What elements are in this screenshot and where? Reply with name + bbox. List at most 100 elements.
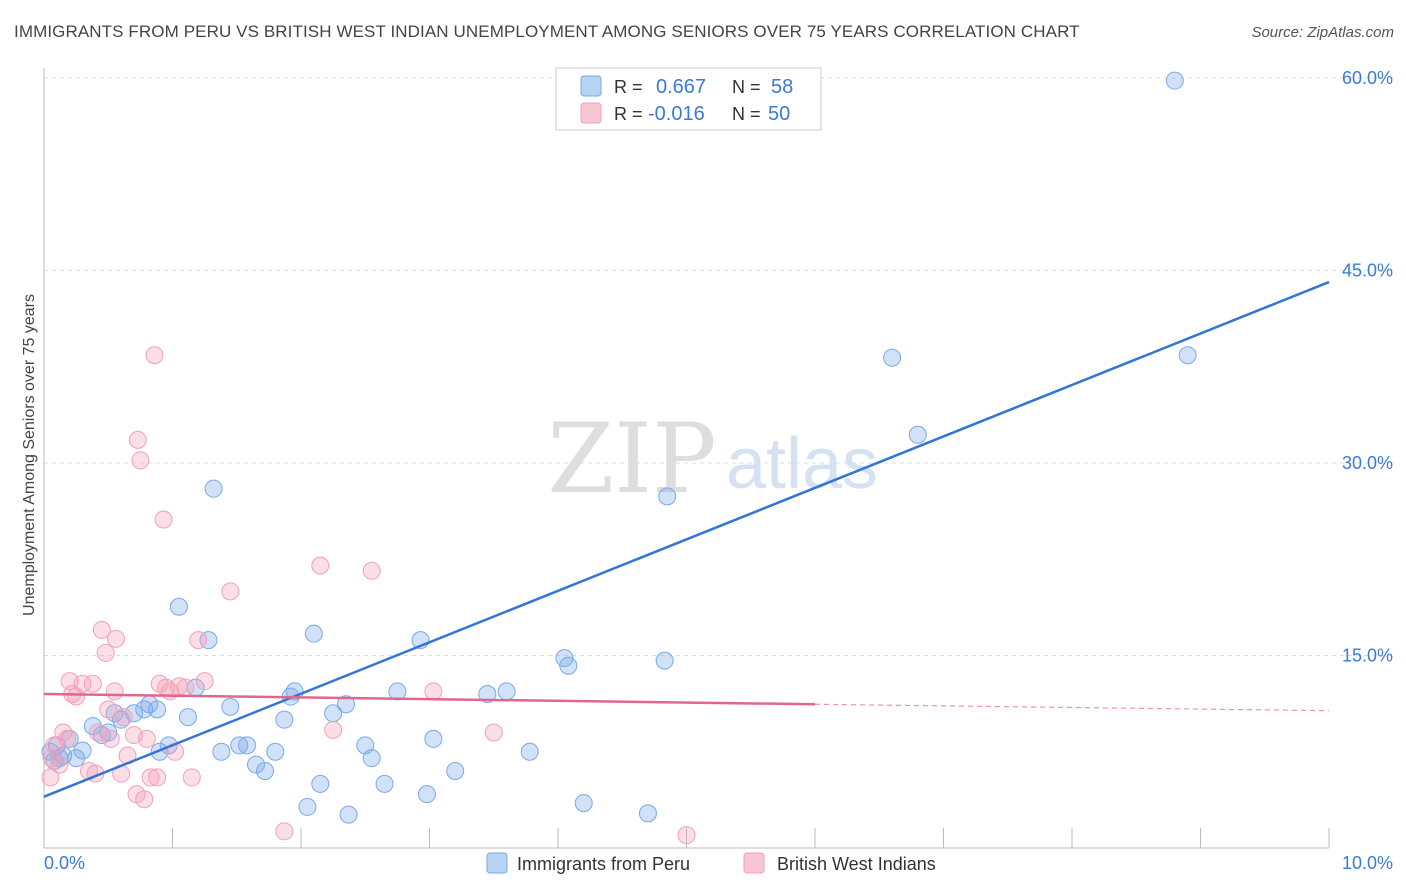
bwi-point-46	[362, 561, 381, 580]
legend-swatch-bwi	[580, 102, 602, 124]
peru-point-24	[212, 742, 231, 761]
peru-point-22	[199, 631, 218, 650]
y-tick-label-0: 15.0%	[1342, 646, 1393, 666]
peru-point-19	[169, 597, 188, 616]
bwi-point-41	[195, 672, 214, 691]
axes	[43, 68, 1330, 849]
x-tick-label-1: 10.0%	[1342, 853, 1393, 873]
legend-r-label-2: R =	[614, 104, 643, 124]
peru-point-58	[908, 425, 927, 444]
peru-point-38	[336, 695, 355, 714]
bwi-point-21	[114, 708, 133, 727]
tick-labels: 15.0% 30.0% 45.0% 60.0% 0.0% 10.0%	[44, 68, 1393, 873]
bwi-point-15	[96, 643, 115, 662]
peru-point-7	[73, 741, 92, 760]
x-tick-label-0: 0.0%	[44, 853, 85, 873]
bwi-point-29	[141, 768, 160, 787]
peru-point-25	[221, 697, 240, 716]
peru-point-59	[1165, 71, 1184, 90]
bwi-point-17	[101, 729, 120, 748]
peru-point-57	[883, 348, 902, 367]
bwi-point-3	[50, 755, 69, 774]
legend-n-value-1: 58	[771, 76, 793, 98]
watermark-zip: ZIP	[547, 403, 716, 515]
y-axis-label: Unemployment Among Seniors over 75 years	[21, 294, 38, 616]
bwi-point-11	[83, 674, 102, 693]
bwi-point-47	[424, 682, 443, 701]
peru-point-41	[362, 749, 381, 768]
peru-point-56	[658, 487, 677, 506]
y-tick-label-2: 45.0%	[1342, 261, 1393, 281]
bwi-point-49	[677, 826, 696, 845]
peru-point-39	[339, 805, 358, 824]
bwi-point-26	[131, 451, 150, 470]
legend-n-value-2: 50	[768, 103, 790, 125]
watermark-atlas: atlas	[726, 424, 878, 504]
legend-r-value-1: 0.667	[656, 76, 706, 98]
peru-point-26	[230, 736, 249, 755]
peru-point-55	[655, 651, 674, 670]
peru-point-42	[375, 774, 394, 793]
bwi-point-0	[41, 768, 60, 787]
y-tick-label-1: 30.0%	[1342, 453, 1393, 473]
peru-point-29	[256, 762, 275, 780]
series-peru-points	[41, 71, 1197, 824]
peru-trend-line	[43, 280, 1330, 798]
peru-point-35	[304, 624, 323, 643]
bwi-point-40	[189, 631, 208, 650]
bwi-point-45	[324, 720, 343, 739]
bwi-point-5	[58, 729, 77, 748]
peru-point-20	[178, 708, 197, 727]
bwi-trend-line	[43, 692, 816, 706]
bottom-legend-swatch-bwi	[743, 852, 765, 874]
bwi-point-16	[99, 700, 118, 719]
peru-point-45	[417, 785, 436, 804]
bwi-point-14	[92, 620, 111, 639]
peru-point-30	[266, 742, 285, 761]
grid-lines	[44, 77, 1395, 656]
bwi-point-9	[73, 674, 92, 693]
peru-point-54	[638, 804, 657, 823]
peru-point-27	[238, 736, 257, 755]
bwi-point-25	[128, 430, 147, 449]
y-tick-label-3: 60.0%	[1342, 68, 1393, 88]
legend-swatch-peru	[580, 75, 602, 97]
bwi-point-48	[484, 723, 503, 742]
bwi-point-39	[182, 768, 201, 787]
bwi-point-33	[154, 510, 173, 529]
legend-n-label-2: N =	[732, 104, 761, 124]
peru-point-14	[135, 700, 154, 719]
bwi-point-28	[137, 729, 156, 748]
peru-point-60	[1178, 346, 1197, 365]
bwi-point-30	[145, 346, 164, 365]
legend-r-label-1: R =	[614, 77, 643, 97]
bwi-point-44	[311, 556, 330, 575]
bwi-point-31	[148, 768, 167, 787]
peru-point-13	[124, 704, 143, 723]
bottom-legend-label-bwi: British West Indians	[777, 854, 936, 874]
peru-point-47	[446, 762, 465, 780]
bwi-point-27	[135, 790, 154, 809]
bottom-legend-swatch-peru	[486, 852, 508, 874]
peru-point-16	[148, 700, 167, 719]
peru-point-46	[424, 729, 443, 748]
trend-lines	[43, 280, 1330, 798]
peru-point-28	[247, 755, 266, 774]
peru-point-50	[520, 742, 539, 761]
peru-point-34	[298, 797, 317, 816]
bwi-point-18	[105, 682, 124, 701]
legend-r-value-2: -0.016	[648, 103, 705, 125]
peru-point-6	[67, 749, 86, 768]
bwi-point-42	[221, 582, 240, 601]
peru-point-53	[574, 794, 593, 813]
chart-title: IMMIGRANTS FROM PERU VS BRITISH WEST IND…	[14, 22, 1080, 41]
peru-point-36	[311, 774, 330, 793]
correlation-legend: R = 0.667 N = 58 R = -0.016 N = 50	[555, 67, 822, 131]
peru-point-31	[275, 710, 294, 729]
bwi-trend-line-dashed	[814, 703, 1330, 712]
peru-point-48	[478, 685, 497, 703]
bwi-point-19	[106, 629, 125, 648]
bottom-legend-label-peru: Immigrants from Peru	[517, 854, 690, 874]
series-legend: Immigrants from Peru British West Indian…	[486, 852, 936, 874]
